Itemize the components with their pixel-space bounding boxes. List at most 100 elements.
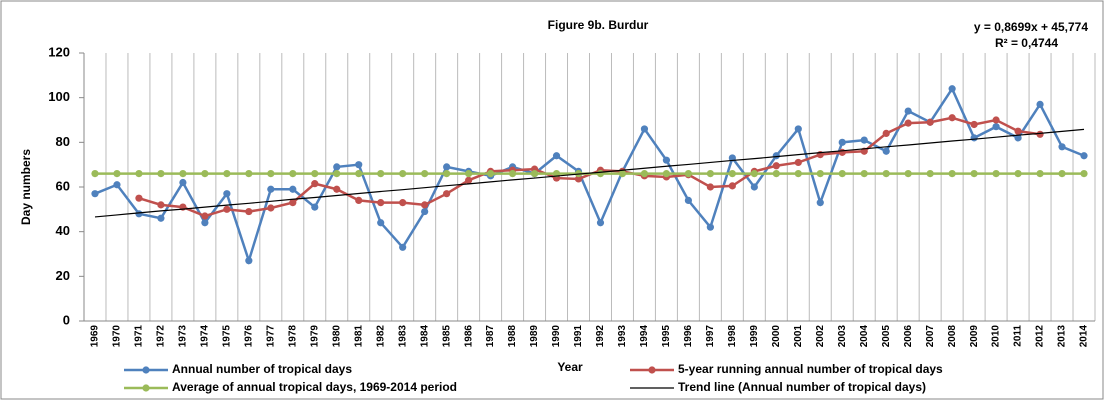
x-tick-label: 2014 (1079, 325, 1090, 348)
y-tick-label: 0 (63, 312, 70, 327)
x-tick-label: 1974 (200, 325, 211, 348)
point (838, 138, 846, 146)
point (91, 170, 99, 178)
point (1036, 170, 1044, 178)
y-tick-label: 80 (56, 134, 70, 149)
point (201, 170, 209, 178)
point (816, 199, 824, 207)
point (333, 163, 341, 171)
point (421, 207, 429, 216)
x-axis-label: Year (557, 360, 583, 374)
point (992, 170, 1000, 178)
point (728, 182, 736, 190)
x-tick-label: 1994 (639, 325, 650, 348)
point (860, 136, 868, 144)
x-tick-label: 1985 (441, 325, 452, 348)
x-tick-label: 1999 (749, 325, 760, 348)
legend-marker (142, 384, 150, 392)
point (640, 170, 649, 178)
point (157, 201, 165, 209)
point (772, 152, 780, 160)
point (377, 199, 385, 207)
point (882, 170, 890, 178)
point (970, 134, 978, 142)
point (245, 207, 253, 216)
x-tick-label: 1987 (485, 325, 496, 348)
point (1080, 152, 1088, 160)
point (772, 170, 780, 178)
point (157, 214, 165, 222)
point (882, 129, 890, 137)
x-tick-label: 1971 (134, 325, 145, 348)
point (201, 212, 209, 220)
point (1036, 130, 1044, 138)
point (223, 170, 231, 178)
point (530, 170, 539, 178)
point (333, 185, 341, 193)
legend-label: Trend line (Annual number of tropical da… (678, 380, 926, 394)
point (245, 170, 253, 178)
point (1080, 170, 1088, 178)
x-tick-label: 1993 (617, 325, 628, 348)
series-line (94, 128, 1085, 218)
x-tick-label: 1998 (727, 325, 738, 348)
r-squared: R² = 0,4744 (995, 36, 1058, 50)
point (662, 170, 671, 178)
x-tick-label: 2012 (1035, 325, 1046, 348)
point (794, 158, 802, 167)
point (794, 170, 802, 178)
point (421, 170, 429, 178)
chart-title: Figure 9b. Burdur (548, 18, 649, 32)
y-tick-label: 120 (48, 44, 70, 59)
legend-label: Annual number of tropical days (172, 362, 352, 376)
point (926, 118, 934, 126)
point (113, 181, 121, 189)
point (970, 120, 978, 129)
point (640, 125, 649, 133)
point (289, 199, 297, 207)
point (267, 170, 275, 178)
x-tick-label: 1996 (683, 325, 694, 348)
point (1014, 134, 1022, 142)
x-tick-label: 2000 (771, 325, 782, 348)
x-tick-label: 2013 (1057, 325, 1068, 348)
x-tick-label: 1979 (309, 325, 320, 348)
point (421, 201, 429, 209)
point (838, 148, 846, 156)
point (684, 196, 693, 204)
x-tick-label: 2007 (925, 325, 936, 348)
x-tick-label: 1973 (178, 325, 189, 348)
point (443, 163, 451, 171)
point (992, 123, 1000, 131)
point (1058, 143, 1066, 151)
point (728, 170, 736, 178)
point (311, 203, 319, 211)
point (465, 170, 473, 178)
x-tick-label: 1978 (287, 325, 298, 348)
point (179, 170, 187, 178)
point (333, 170, 341, 178)
point (662, 156, 671, 164)
x-tick-label: 2002 (815, 325, 826, 348)
point (1014, 170, 1022, 178)
point (311, 170, 319, 178)
x-tick-label: 1984 (419, 325, 430, 348)
point (508, 170, 517, 178)
point (904, 170, 912, 178)
y-tick-label: 100 (48, 89, 70, 104)
point (904, 107, 912, 115)
x-tick-label: 1992 (595, 325, 606, 348)
x-tick-label: 2003 (837, 325, 848, 348)
point (904, 119, 912, 127)
x-tick-label: 1995 (661, 325, 672, 348)
point (311, 180, 319, 188)
point (574, 175, 583, 183)
x-tick-label: 1986 (463, 325, 474, 348)
x-tick-label: 2005 (881, 325, 892, 348)
y-axis-label: Day numbers (19, 149, 33, 225)
y-tick-label: 20 (56, 268, 70, 283)
x-tick-label: 1997 (705, 325, 716, 348)
point (948, 85, 956, 93)
point (113, 170, 121, 178)
x-tick-label: 1980 (331, 325, 342, 348)
